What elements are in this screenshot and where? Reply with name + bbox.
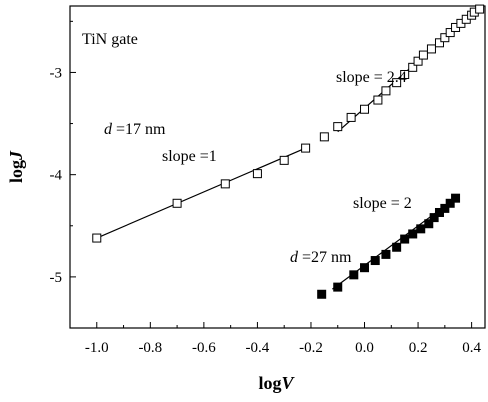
fit-lines bbox=[96, 6, 481, 290]
open-square-marker bbox=[252, 169, 262, 179]
annotation-d17: d =17 nm bbox=[104, 121, 166, 138]
open-square-marker bbox=[333, 122, 343, 132]
filled-square-marker bbox=[400, 234, 410, 244]
filled-square-marker bbox=[360, 263, 370, 273]
filled-square-marker bbox=[440, 203, 450, 213]
open-square-marker bbox=[392, 78, 402, 88]
open-square-marker bbox=[220, 179, 230, 189]
open-square-marker bbox=[400, 69, 410, 79]
open-square-marker bbox=[440, 33, 450, 43]
x-tick-label: 0.4 bbox=[462, 340, 481, 356]
x-axis-title: logV bbox=[258, 373, 295, 393]
y-tick-labels: -3 -4 -5 bbox=[50, 65, 63, 285]
open-square-marker bbox=[373, 95, 383, 105]
annotation-slope-2-4: slope = 2.4 bbox=[336, 69, 407, 86]
plot-frame bbox=[69, 5, 486, 329]
annotation-d27: d =27 nm bbox=[290, 249, 352, 266]
y-tick-label: -5 bbox=[50, 270, 63, 286]
open-square-marker bbox=[92, 233, 102, 243]
filled-square-marker bbox=[392, 242, 402, 252]
open-square-marker bbox=[360, 104, 370, 114]
filled-square-marker bbox=[445, 198, 455, 208]
filled-square-marker bbox=[317, 289, 327, 299]
y-axis-title: logJ bbox=[6, 150, 26, 183]
fit-line bbox=[96, 147, 306, 239]
open-square-marker bbox=[319, 132, 329, 142]
x-tick-label: 0.2 bbox=[409, 340, 428, 356]
open-square-marker bbox=[426, 44, 436, 54]
filled-square-marker bbox=[424, 219, 434, 229]
x-tick-label: -0.4 bbox=[246, 340, 270, 356]
filled-square-marker bbox=[408, 229, 418, 239]
x-tick-label: -0.8 bbox=[138, 340, 162, 356]
open-square-marker bbox=[418, 50, 428, 60]
x-tick-label: 0.0 bbox=[355, 340, 374, 356]
x-tick-label: -0.6 bbox=[192, 340, 216, 356]
x-tick-labels: -1.0 -0.8 -0.6 -0.4 -0.2 0.0 0.2 0.4 bbox=[85, 340, 482, 356]
filled-square-marker bbox=[349, 270, 359, 280]
filled-square-marker bbox=[333, 282, 343, 292]
filled-square-marker bbox=[429, 213, 439, 223]
filled-square-marker bbox=[381, 249, 391, 259]
open-square-marker bbox=[172, 198, 182, 208]
open-square-marker bbox=[445, 28, 455, 38]
filled-square-marker bbox=[416, 224, 426, 234]
open-square-marker bbox=[346, 112, 356, 122]
open-square-marker bbox=[413, 56, 423, 66]
markers bbox=[92, 4, 485, 299]
filled-square-marker bbox=[451, 193, 461, 203]
open-square-marker bbox=[381, 86, 391, 96]
y-tick-label: -3 bbox=[50, 65, 63, 81]
open-square-marker bbox=[279, 155, 289, 165]
annotation-slope-1: slope =1 bbox=[162, 148, 217, 165]
x-tick-label: -1.0 bbox=[85, 340, 109, 356]
open-square-marker bbox=[408, 62, 418, 72]
open-square-marker bbox=[301, 143, 311, 153]
open-square-marker bbox=[434, 38, 444, 48]
filled-square-marker bbox=[370, 256, 380, 266]
y-tick-label: -4 bbox=[50, 168, 63, 184]
ticks bbox=[70, 20, 473, 329]
annotation-gate: TiN gate bbox=[82, 31, 138, 48]
annotation-slope-2: slope = 2 bbox=[353, 195, 412, 212]
x-tick-label: -0.2 bbox=[299, 340, 323, 356]
open-square-marker bbox=[475, 4, 485, 14]
